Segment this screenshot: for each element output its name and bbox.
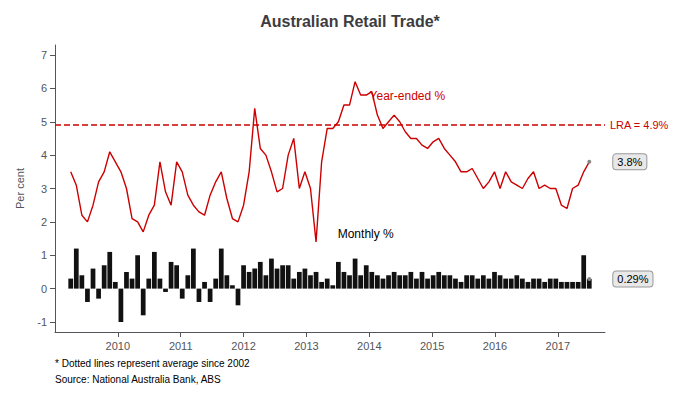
svg-text:2016: 2016 bbox=[483, 340, 507, 352]
svg-text:2012: 2012 bbox=[231, 340, 255, 352]
svg-text:3.8%: 3.8% bbox=[617, 156, 642, 168]
svg-text:Per cent: Per cent bbox=[14, 168, 26, 209]
svg-text:5: 5 bbox=[41, 116, 47, 128]
svg-text:3: 3 bbox=[41, 183, 47, 195]
svg-text:2: 2 bbox=[41, 216, 47, 228]
svg-text:-1: -1 bbox=[37, 316, 47, 328]
svg-text:2011: 2011 bbox=[169, 340, 193, 352]
svg-text:2014: 2014 bbox=[357, 340, 381, 352]
svg-text:7: 7 bbox=[41, 49, 47, 61]
svg-text:0.29%: 0.29% bbox=[617, 273, 648, 285]
svg-text:4: 4 bbox=[41, 149, 47, 161]
svg-text:2010: 2010 bbox=[106, 340, 130, 352]
svg-text:2013: 2013 bbox=[294, 340, 318, 352]
svg-text:2015: 2015 bbox=[420, 340, 444, 352]
svg-text:2017: 2017 bbox=[546, 340, 570, 352]
svg-text:Australian Retail Trade*: Australian Retail Trade* bbox=[260, 13, 440, 30]
svg-text:6: 6 bbox=[41, 82, 47, 94]
svg-text:* Dotted lines represent avera: * Dotted lines represent average since 2… bbox=[55, 358, 250, 369]
svg-text:0: 0 bbox=[41, 283, 47, 295]
svg-text:Year-ended %: Year-ended % bbox=[370, 89, 446, 103]
svg-text:1: 1 bbox=[41, 249, 47, 261]
svg-text:Monthly %: Monthly % bbox=[338, 227, 394, 241]
svg-text:Source: National Australia Ban: Source: National Australia Bank, ABS bbox=[55, 374, 221, 385]
svg-text:LRA = 4.9%: LRA = 4.9% bbox=[610, 119, 669, 131]
